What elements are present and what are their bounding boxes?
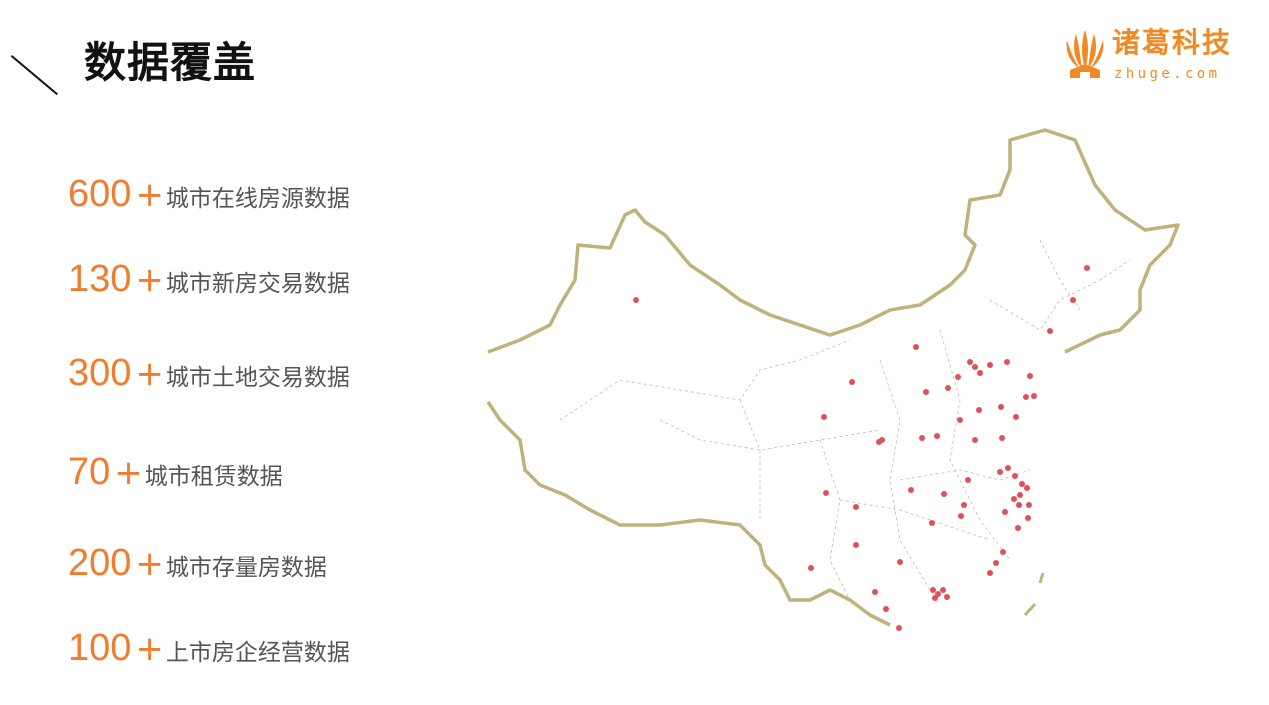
city-dot — [853, 542, 859, 548]
stat-label: 城市存量房数据 — [165, 555, 327, 581]
city-dot — [1070, 297, 1076, 303]
stat-number: 70 — [68, 451, 111, 493]
city-dot — [1026, 502, 1032, 508]
city-dot — [1031, 393, 1037, 399]
national-border-southwest — [486, 401, 891, 627]
city-dot — [929, 520, 935, 526]
city-dot — [883, 606, 889, 612]
city-dot — [849, 379, 855, 385]
city-dot — [1013, 414, 1019, 420]
city-dot — [977, 370, 983, 376]
city-dot — [987, 570, 993, 576]
city-dot — [1002, 509, 1008, 515]
city-dot — [1016, 502, 1022, 508]
city-dot — [967, 359, 973, 365]
city-dot — [1015, 525, 1021, 531]
city-dot — [997, 469, 1003, 475]
city-dot — [972, 437, 978, 443]
city-dot — [944, 594, 950, 600]
stat-plus: + — [135, 175, 164, 215]
logo-chinese-text: 诸葛科技 — [1112, 26, 1233, 59]
city-dots — [633, 265, 1090, 631]
city-dot — [1023, 394, 1029, 400]
city-dot — [945, 385, 951, 391]
city-dot — [972, 364, 978, 370]
city-dot — [821, 414, 827, 420]
city-dot — [908, 487, 914, 493]
page-title: 数据覆盖 — [84, 38, 257, 87]
city-dot — [987, 362, 993, 368]
city-dot — [913, 344, 919, 350]
stat-existing-homes: 200 + 城市存量房数据 — [68, 541, 327, 590]
stat-rental: 70 + 城市租赁数据 — [68, 450, 283, 499]
city-dot — [976, 407, 982, 413]
stat-land-transactions: 300 + 城市土地交易数据 — [68, 351, 350, 400]
stat-plus: + — [135, 354, 164, 394]
city-dot — [808, 565, 814, 571]
city-dot — [1017, 492, 1023, 498]
city-dot — [999, 435, 1005, 441]
city-dot — [998, 404, 1004, 410]
stat-label: 城市土地交易数据 — [165, 365, 350, 391]
stat-number: 100 — [68, 627, 132, 669]
city-dot — [957, 417, 963, 423]
city-dot — [1047, 328, 1053, 334]
lotus-logo-icon — [1066, 30, 1104, 78]
stat-number: 130 — [68, 258, 132, 300]
city-dot — [896, 625, 902, 631]
city-dot — [993, 560, 999, 566]
city-dot — [932, 595, 938, 601]
stat-plus: + — [114, 453, 143, 493]
city-dot — [823, 490, 829, 496]
city-dot — [872, 589, 878, 595]
stat-label: 城市在线房源数据 — [165, 186, 350, 212]
city-dot — [876, 439, 882, 445]
stat-plus: + — [135, 629, 164, 669]
national-border-north — [487, 128, 1180, 354]
city-dot — [897, 559, 903, 565]
city-dot — [1011, 496, 1017, 502]
city-dot — [1000, 549, 1006, 555]
city-dot — [853, 504, 859, 510]
city-dot — [1019, 481, 1025, 487]
city-dot — [961, 502, 967, 508]
stat-label: 上市房企经营数据 — [165, 640, 350, 666]
city-dot — [941, 491, 947, 497]
city-dot — [923, 389, 929, 395]
coast-segment — [1038, 572, 1045, 584]
logo-domain-text: zhuge.com — [1114, 66, 1221, 82]
stat-label: 城市租赁数据 — [144, 464, 283, 490]
stat-plus: + — [135, 260, 164, 300]
city-dot — [965, 477, 971, 483]
stat-number: 200 — [68, 542, 132, 584]
city-dot — [940, 587, 946, 593]
city-dot — [958, 513, 964, 519]
coast-segment — [1023, 602, 1037, 617]
city-dot — [1012, 473, 1018, 479]
stat-listed-developers: 100 + 上市房企经营数据 — [68, 626, 350, 675]
province-borders — [559, 239, 1131, 601]
logo: 诸葛科技 zhuge.com — [1062, 28, 1262, 84]
city-dot — [1005, 465, 1011, 471]
city-dot — [1084, 265, 1090, 271]
city-dot — [1024, 485, 1030, 491]
city-dot — [930, 587, 936, 593]
city-dot — [919, 435, 925, 441]
city-dot — [1027, 373, 1033, 379]
stat-number: 600 — [68, 173, 132, 215]
stat-new-home-transactions: 130 + 城市新房交易数据 — [68, 257, 350, 306]
stat-plus: + — [135, 544, 164, 584]
stat-number: 300 — [68, 352, 132, 394]
city-dot — [633, 297, 639, 303]
stat-online-listings: 600 + 城市在线房源数据 — [68, 172, 350, 221]
city-dot — [955, 374, 961, 380]
city-dot — [934, 433, 940, 439]
stat-label: 城市新房交易数据 — [165, 271, 350, 297]
city-dot — [1025, 515, 1031, 521]
city-dot — [1004, 359, 1010, 365]
